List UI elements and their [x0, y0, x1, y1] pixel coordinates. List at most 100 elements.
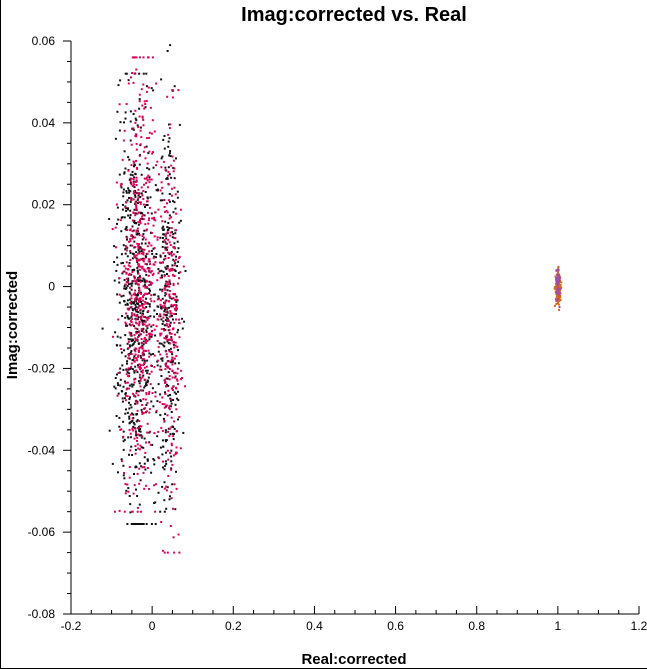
data-point [132, 178, 135, 180]
data-point [164, 286, 167, 289]
data-point [175, 392, 178, 395]
data-point [170, 460, 173, 463]
data-point [148, 336, 151, 339]
data-point [135, 434, 138, 436]
data-point [127, 264, 130, 267]
data-point [149, 430, 151, 433]
data-point [120, 262, 123, 265]
data-point [170, 252, 173, 255]
data-point [124, 316, 127, 319]
data-point [143, 268, 145, 271]
data-point [143, 456, 146, 459]
data-point [172, 507, 174, 510]
data-point [176, 307, 178, 310]
data-point [164, 235, 167, 237]
data-point [173, 298, 176, 301]
data-point [125, 226, 128, 228]
data-point [127, 169, 130, 172]
data-point [162, 306, 165, 309]
data-point [141, 466, 144, 469]
data-point [132, 181, 135, 184]
data-point [128, 317, 131, 320]
data-point [128, 476, 131, 479]
data-point [118, 301, 121, 304]
data-point [138, 373, 141, 376]
data-point [159, 313, 162, 316]
data-point [148, 178, 151, 181]
data-point [178, 551, 181, 554]
data-point [115, 181, 118, 184]
data-point [123, 129, 126, 132]
data-point [137, 263, 140, 266]
data-point [139, 276, 142, 279]
data-point [135, 251, 138, 254]
data-point [126, 303, 129, 306]
data-point [139, 265, 142, 268]
data-point [127, 340, 130, 343]
data-point [133, 301, 136, 304]
data-point [164, 284, 167, 287]
data-point [148, 150, 151, 153]
data-point [156, 279, 159, 282]
data-point [142, 72, 145, 75]
data-point [122, 474, 125, 477]
data-point [133, 381, 136, 384]
data-point [168, 241, 171, 244]
data-point [135, 254, 138, 257]
data-point [139, 220, 142, 223]
data-point [157, 268, 160, 271]
data-point [131, 72, 134, 74]
data-point [129, 180, 132, 183]
data-point [136, 259, 138, 262]
data-point [129, 286, 131, 289]
data-point [114, 137, 117, 140]
data-point [124, 392, 127, 395]
data-point [161, 305, 164, 308]
data-point [182, 431, 185, 434]
data-point [157, 491, 160, 494]
data-point [117, 384, 120, 387]
data-point [162, 320, 165, 323]
data-point [169, 312, 172, 315]
data-point [178, 318, 180, 321]
data-point [146, 431, 149, 434]
data-point [135, 179, 138, 182]
data-point [151, 443, 154, 446]
data-point [130, 288, 133, 291]
data-point [130, 177, 133, 180]
data-point [167, 257, 170, 259]
data-point [125, 210, 128, 212]
data-point [167, 170, 170, 173]
data-point [124, 399, 127, 402]
data-point [140, 136, 143, 139]
data-point [138, 192, 141, 195]
data-point [136, 261, 139, 263]
data-point [143, 100, 146, 103]
data-point [119, 378, 122, 381]
data-point [165, 232, 168, 235]
data-point [159, 365, 162, 368]
data-point [127, 436, 130, 439]
data-point [138, 523, 141, 525]
data-point [142, 233, 145, 236]
data-point [173, 321, 176, 324]
data-point [116, 373, 118, 376]
data-point [138, 252, 140, 255]
data-point [148, 280, 151, 283]
data-point [126, 369, 129, 372]
data-point [132, 212, 135, 214]
data-point [130, 284, 133, 287]
data-point [175, 408, 178, 411]
data-point [160, 357, 163, 360]
data-point [166, 449, 169, 452]
data-point [145, 273, 148, 276]
data-point [168, 368, 171, 370]
data-point [135, 369, 138, 372]
data-point [175, 157, 177, 160]
data-point [559, 287, 562, 290]
data-point [136, 371, 139, 374]
data-point [131, 314, 133, 317]
data-point [143, 248, 146, 251]
data-point [113, 261, 116, 263]
